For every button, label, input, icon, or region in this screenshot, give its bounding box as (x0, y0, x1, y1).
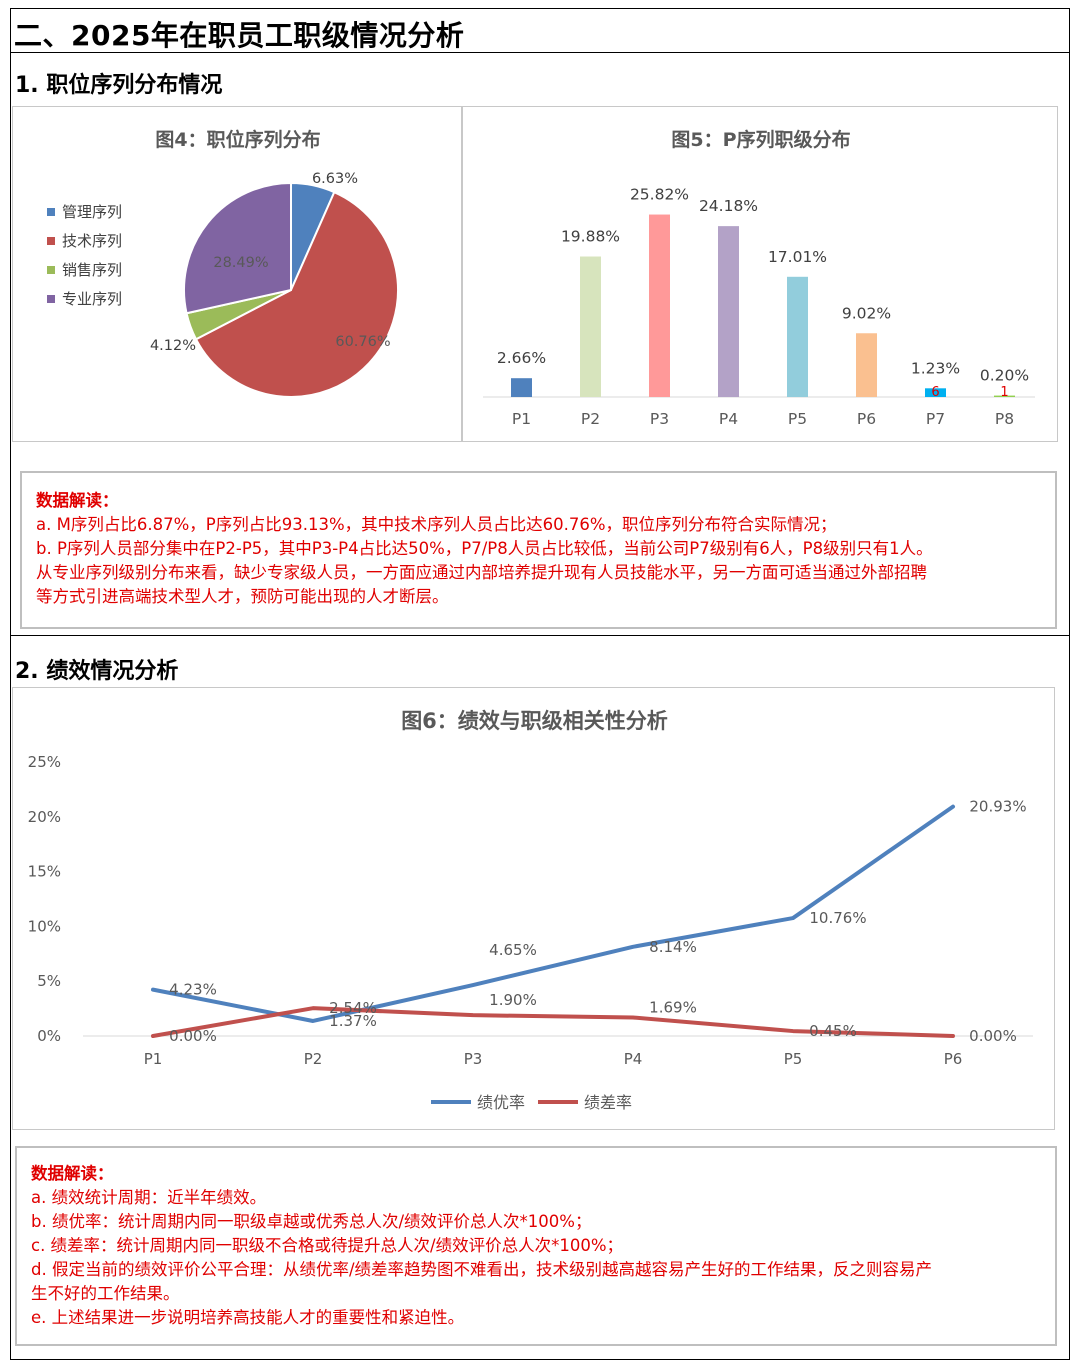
bar (925, 388, 946, 397)
page-title: 二、2025年在职员工职级情况分析 (14, 19, 465, 52)
fig5-bar-chart: 2.66% P1 19.88% P2 25.82% P3 24.18% P4 17.01% P5 9… (483, 186, 1035, 428)
bar-data-label: 9.02% (842, 304, 891, 322)
note2-line: a. 绩效统计周期：近半年绩效。 (31, 1188, 267, 1207)
note2-line: c. 绩差率：统计周期内同一职级不合格或待提升总人次/绩效评价总人次*100%； (31, 1236, 624, 1255)
note1-box: 数据解读： a. M序列占比6.87%，P序列占比93.13%，其中技术序列人员… (20, 471, 1057, 629)
line-series (151, 804, 955, 1023)
note1-line: b. P序列人员部分集中在P2-P5，其中P3-P4占比达50%，P7/P8人员… (36, 539, 933, 558)
bar-category-label: P7 (926, 410, 945, 428)
fig5-panel: 图5：P序列职级分布 2.66% P1 19.88% P2 25.82% P3 24.18%… (462, 106, 1058, 442)
y-tick-label: 25% (28, 753, 61, 771)
bar (856, 333, 877, 397)
legend-label: 绩差率 (584, 1093, 632, 1112)
note1-heading: 数据解读： (36, 491, 119, 510)
line-data-label: 1.69% (649, 998, 697, 1016)
note2-line: d. 假定当前的绩效评价公平合理：从绩优率/绩差率趋势图不难看出，技术级别越高越… (31, 1260, 933, 1279)
legend-swatch (47, 266, 55, 274)
bar (649, 214, 670, 397)
x-tick-label: P4 (624, 1050, 643, 1068)
bar (511, 378, 532, 397)
line-data-label: 10.76% (809, 909, 866, 927)
bar-category-label: P3 (650, 410, 669, 428)
y-tick-label: 0% (37, 1027, 61, 1045)
fig4-panel: 图4：职位序列分布 管理序列技术序列销售序列专业序列 6.63% 60.76% 4.1… (12, 106, 462, 442)
bar-category-label: P2 (581, 410, 600, 428)
pie-data-label: 4.12% (150, 338, 196, 354)
bar-data-label: 24.18% (699, 197, 758, 215)
bar-data-label: 19.88% (561, 228, 620, 246)
line-data-label: 8.14% (649, 938, 697, 956)
bar-data-label: 1.23% (911, 359, 960, 377)
note1-line: a. M序列占比6.87%，P序列占比93.13%，其中技术序列人员占比达60.… (36, 515, 837, 534)
line-data-label: 2.54% (329, 999, 377, 1017)
note2-box: 数据解读： a. 绩效统计周期：近半年绩效。 b. 绩优率：统计周期内同一职级卓… (15, 1146, 1057, 1346)
section2-title: 2. 绩效情况分析 (15, 659, 179, 684)
bar-data-label: 0.20% (980, 367, 1029, 385)
y-tick-label: 10% (28, 917, 61, 935)
fig5-title: 图5：P序列职级分布 (671, 129, 851, 151)
bar-data-label: 25.82% (630, 186, 689, 204)
bar (787, 276, 808, 397)
line-data-label: 0.00% (169, 1027, 217, 1045)
y-tick-label: 5% (37, 972, 61, 990)
pie-data-label: 28.49% (213, 255, 268, 271)
bar-data-label: 17.01% (768, 248, 827, 266)
x-tick-label: P3 (464, 1050, 483, 1068)
x-tick-label: P1 (144, 1050, 163, 1068)
y-tick-label: 20% (28, 808, 61, 826)
line-series (151, 1006, 955, 1038)
bar-category-label: P6 (857, 410, 876, 428)
legend-label: 销售序列 (62, 261, 122, 279)
note2-line: b. 绩优率：统计周期内同一职级卓越或优秀总人次/绩效评价总人次*100%； (31, 1212, 592, 1231)
bar-category-label: P8 (995, 410, 1014, 428)
bar-category-label: P5 (788, 410, 807, 428)
legend-swatch (47, 237, 55, 245)
line-data-label: 1.37% (329, 1012, 377, 1030)
bar-category-label: P4 (719, 410, 738, 428)
bar-annotation: 1 (1000, 385, 1008, 400)
line-data-label: 1.90% (489, 991, 537, 1009)
note2-line: 生不好的工作结果。 (31, 1284, 180, 1303)
note1-line: 等方式引进高端技术型人才，预防可能出现的人才断层。 (36, 587, 449, 606)
line-data-label: 0.00% (969, 1027, 1017, 1045)
pie-data-label: 6.63% (312, 171, 358, 187)
y-tick-label: 15% (28, 863, 61, 881)
fig6-title: 图6：绩效与职级相关性分析 (401, 709, 668, 733)
bar-data-label: 2.66% (497, 349, 546, 367)
note2-line: e. 上述结果进一步说明培养高技能人才的重要性和紧迫性。 (31, 1308, 465, 1327)
bar (580, 256, 601, 397)
line-data-label: 4.23% (169, 981, 217, 999)
note2-heading: 数据解读： (31, 1164, 114, 1183)
legend-label: 管理序列 (62, 203, 122, 221)
section1-title: 1. 职位序列分布情况 (15, 73, 223, 98)
fig4-title: 图4：职位序列分布 (155, 129, 321, 151)
pie-slice (183, 181, 292, 315)
legend-label: 专业序列 (62, 290, 122, 308)
x-tick-label: P2 (304, 1050, 323, 1068)
line-data-label: 20.93% (969, 798, 1026, 816)
bar-annotation: 6 (931, 385, 939, 400)
pie-slice (194, 190, 399, 398)
section-divider (10, 635, 1070, 636)
title-divider (10, 52, 1070, 53)
legend-label: 绩优率 (477, 1093, 525, 1112)
line-data-label: 0.45% (809, 1022, 857, 1040)
legend-swatch (47, 208, 55, 216)
pie-data-label: 60.76% (335, 334, 390, 350)
x-tick-label: P6 (944, 1050, 963, 1068)
note1-line: 从专业序列级别分布来看，缺少专家级人员，一方面应通过内部培养提升现有人员技能水平… (36, 563, 927, 582)
x-tick-label: P5 (784, 1050, 803, 1068)
bar (994, 395, 1015, 397)
fig6-panel: 图6：绩效与职级相关性分析 0% 5% 10% 15% 20% 25% P1 P2 P3 P4 P5… (12, 687, 1055, 1130)
legend-label: 技术序列 (62, 232, 122, 250)
bar-category-label: P1 (512, 410, 531, 428)
page-frame (10, 8, 1070, 1360)
fig6-line-chart: 0% 5% 10% 15% 20% 25% P1 P2 P3 P4 P5 P6 4.23% 1.37% 4.… (28, 753, 1033, 1112)
line-data-label: 4.65% (489, 941, 537, 959)
bar (718, 226, 739, 397)
legend-swatch (47, 295, 55, 303)
